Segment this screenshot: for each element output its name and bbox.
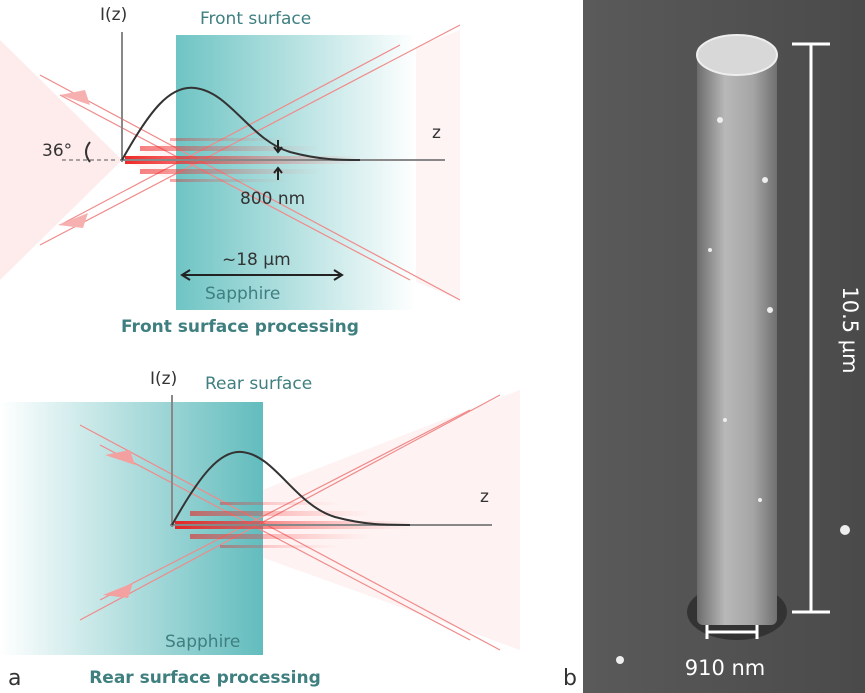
surface-label: Front surface: [200, 9, 311, 29]
figure: I(z) Front surface z 36° 800 nm ~18 µm S…: [0, 0, 865, 693]
sem-image: 10.5 µm 910 nm: [583, 0, 865, 693]
height-label: 10.5 µm: [838, 286, 862, 373]
material-label: Sapphire: [165, 632, 240, 652]
pillar: [697, 45, 777, 625]
panel-label: a: [8, 666, 21, 691]
caption: Rear surface processing: [89, 668, 321, 688]
width-label: 910 nm: [685, 656, 766, 680]
angle-label: 36°: [42, 141, 72, 161]
axis-label: z: [480, 487, 489, 507]
front-diagram: I(z) Front surface z 36° 800 nm ~18 µm S…: [0, 5, 460, 337]
material-label: Sapphire: [205, 284, 280, 304]
axis-label: z: [432, 123, 441, 143]
rear-diagram: I(z) Rear surface z Sapphire Rear surfac…: [0, 369, 520, 688]
axis-label: I(z): [100, 5, 127, 25]
panel-label: b: [563, 666, 577, 691]
axis-label: I(z): [150, 369, 177, 389]
depth-label: ~18 µm: [222, 250, 291, 270]
surface-label: Rear surface: [205, 374, 312, 394]
spot-label: 800 nm: [240, 189, 305, 209]
caption: Front surface processing: [121, 317, 359, 337]
pillar-top: [697, 35, 777, 75]
